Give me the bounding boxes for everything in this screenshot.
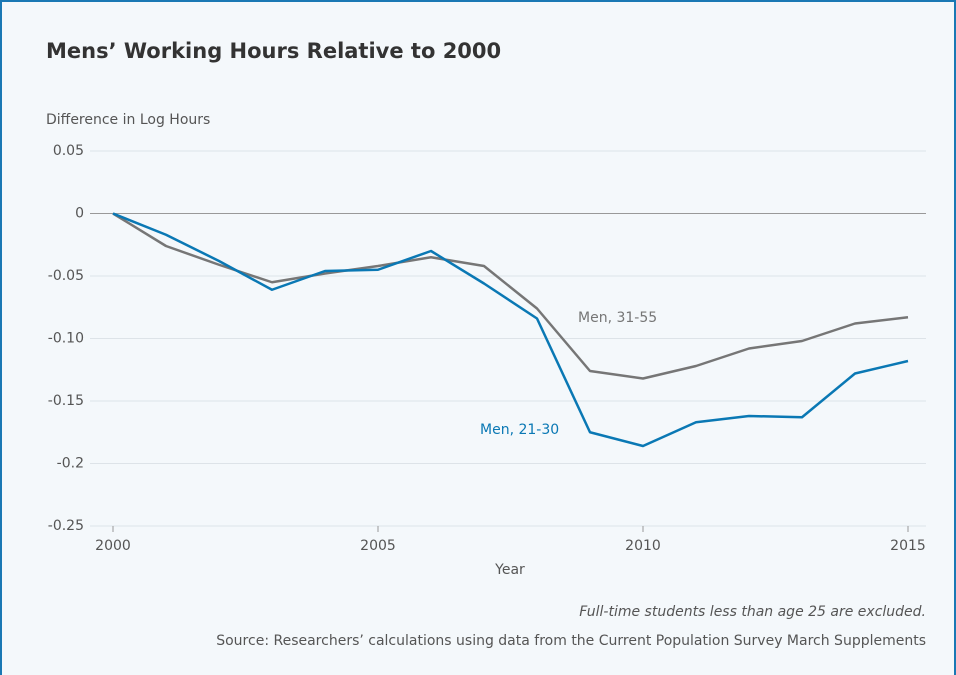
series-label: Men, 21-30 — [480, 422, 559, 438]
y-tick-label: 0.05 — [53, 143, 84, 159]
series-line — [112, 212, 909, 380]
y-tick-label: -0.05 — [48, 268, 84, 284]
y-tick-label: -0.25 — [48, 518, 84, 534]
y-tick-label: -0.2 — [57, 456, 84, 472]
source: Source: Researchers’ calculations using … — [216, 633, 926, 649]
x-tick-label: 2000 — [95, 538, 131, 554]
chart-title: Mens’ Working Hours Relative to 2000 — [46, 39, 501, 63]
note: Full-time students less than age 25 are … — [579, 604, 926, 620]
x-tick-label: 2010 — [625, 538, 661, 554]
series-line — [112, 212, 909, 448]
y-tick-label: -0.10 — [48, 331, 84, 347]
series-label: Men, 31-55 — [578, 310, 657, 326]
y-axis-label: Difference in Log Hours — [46, 112, 210, 128]
x-axis-label: Year — [494, 562, 525, 578]
x-tick-label: 2005 — [360, 538, 396, 554]
y-tick-label: -0.15 — [48, 393, 84, 409]
y-tick-label: 0 — [75, 206, 84, 222]
x-tick-label: 2015 — [890, 538, 926, 554]
